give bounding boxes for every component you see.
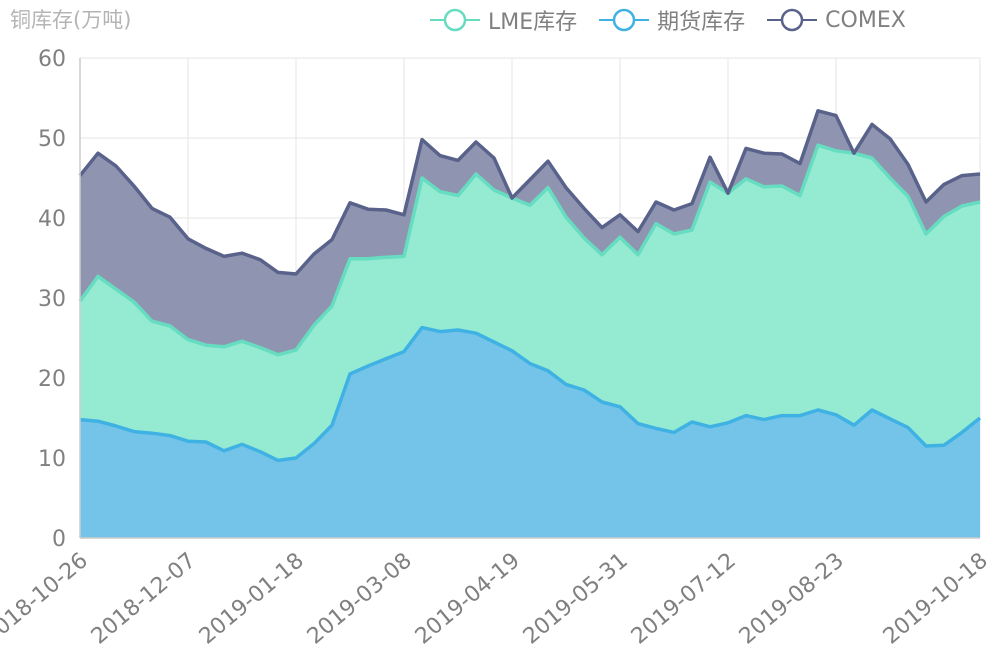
line-期货库存 — [79, 325, 982, 463]
area-COMEX — [80, 110, 980, 355]
legend-marker-icon — [767, 8, 818, 32]
x-tick-label: 2018-12-07 — [87, 548, 201, 649]
x-tick-label: 2019-04-19 — [411, 548, 525, 649]
x-tick-label: 2018-10-26 — [0, 548, 93, 649]
legend-item-lme[interactable]: LME库存 — [430, 4, 577, 36]
area-series — [80, 110, 980, 538]
line-COMEX — [78, 109, 981, 276]
y-axis-ticks: 0 10 20 30 40 50 60 — [38, 47, 66, 552]
y-tick-label: 10 — [38, 447, 66, 472]
legend: LME库存 期货库存 COMEX — [430, 4, 928, 36]
legend-marker-icon — [599, 8, 650, 32]
series-lines — [78, 109, 982, 463]
legend-item-futures[interactable]: 期货库存 — [599, 4, 745, 36]
x-tick-label: 2019-08-23 — [735, 548, 849, 649]
y-tick-label: 20 — [38, 367, 66, 392]
x-tick-label: 2019-01-18 — [195, 548, 309, 649]
x-tick-label: 2019-10-18 — [879, 548, 993, 649]
area-LME库存 — [80, 145, 980, 461]
y-tick-label: 40 — [38, 207, 66, 232]
legend-label: COMEX — [825, 7, 906, 33]
legend-marker-icon — [430, 8, 480, 32]
y-tick-label: 50 — [38, 127, 66, 152]
line-LME库存 — [78, 143, 981, 357]
x-tick-label: 2019-05-31 — [519, 548, 633, 649]
x-tick-label: 2019-07-12 — [627, 548, 741, 649]
y-tick-label: 30 — [38, 287, 66, 312]
axes — [79, 58, 980, 539]
y-tick-label: 60 — [38, 47, 66, 72]
legend-item-comex[interactable]: COMEX — [767, 8, 906, 33]
legend-label: 期货库存 — [657, 10, 746, 35]
y-axis-title: 铜库存(万吨) — [10, 8, 132, 32]
y-tick-label: 0 — [52, 527, 66, 552]
x-tick-label: 2019-03-08 — [303, 548, 417, 649]
area-期货库存 — [80, 327, 980, 538]
x-axis-ticks: 2018-10-262018-12-072019-01-182019-03-08… — [0, 548, 993, 649]
legend-label: LME库存 — [488, 10, 578, 35]
